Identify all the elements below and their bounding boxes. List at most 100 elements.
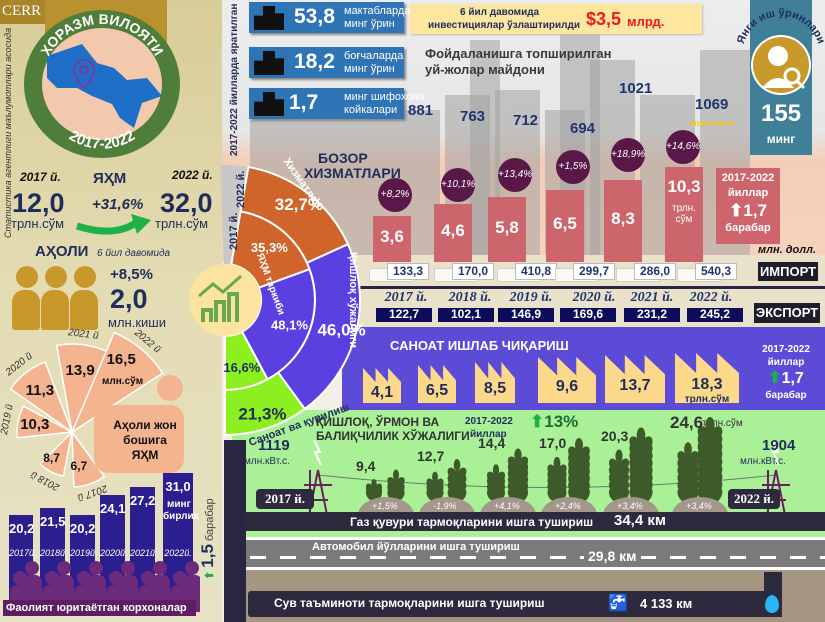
wheat-large-icon-tip (453, 459, 461, 471)
investment-unit: млрд. (627, 14, 665, 29)
created-value: 18,2 (294, 50, 335, 73)
import-value: 133,3 (387, 263, 429, 280)
enterprise-year: 2020й. (100, 548, 128, 558)
water-value: 4 133 км (640, 596, 693, 611)
population-value: 2,0 (110, 284, 148, 314)
created-label-2: минг ўрин (344, 18, 395, 30)
year-label: 2022 й. (689, 290, 733, 305)
agriculture-wheat-chart (304, 417, 790, 531)
pie-label: 16,6% (223, 360, 260, 375)
pie-slice-2022-1 (276, 242, 361, 411)
housing-unit: минг.кв.м (690, 118, 734, 128)
export-value: 102,1 (438, 308, 494, 322)
enterprise-year: 2017й. (9, 548, 37, 558)
market-unit-1: трлн. (672, 203, 696, 214)
agriculture-value: 24,6 (670, 413, 704, 432)
market-summary-box: 2017-2022 йиллар ⬆1,7 барабар (716, 168, 780, 244)
roads-label: Автомобил йўлларини ишга тушириш (312, 541, 520, 553)
per-capita-value: 13,9 (65, 361, 95, 379)
market-value: 6,5 (553, 214, 577, 233)
enterprise-bar: 21,5 2018й. (40, 508, 68, 600)
grp-value-end: 32,0 (160, 188, 213, 218)
import-label: ИМПОРТ (758, 262, 818, 281)
up-arrow-icon: ⬆ (729, 201, 744, 220)
pie-year-strip (220, 165, 249, 265)
market-growth-bubble: +18,9% (611, 138, 645, 172)
wheat-small-icon-grain (608, 458, 620, 473)
housing-title-1: Фойдаланишга топширилган (425, 46, 612, 61)
growth-mound (541, 497, 597, 515)
industry-value: 6,5 (425, 382, 449, 400)
industry-summary-period: 2017-2022 (762, 344, 810, 355)
agriculture-growth-rate: +3,4% (686, 501, 712, 511)
market-growth-bubble: +13,4% (498, 158, 532, 192)
enterprise-year: 2021й. (130, 548, 158, 558)
industry-title: САНОАТ ИШЛАБ ЧИҚАРИШ (390, 338, 569, 353)
market-summary-period-unit: йиллар (727, 187, 769, 199)
created-box: 53,8 мактабларда минг ўрин (249, 2, 410, 33)
jobs-unit: минг (766, 132, 796, 146)
export-label: ЭКСПОРТ (754, 303, 820, 323)
investment-value: $3,5 (586, 9, 622, 29)
population-growth: +8,5% (110, 266, 153, 283)
export-value: 245,2 (687, 308, 743, 322)
agriculture-growth-rate: +1,5% (372, 501, 398, 511)
wheat-small-icon-grain (618, 458, 630, 473)
wheat-large-icon-tip (393, 469, 399, 481)
crowd-person-head (121, 561, 135, 575)
person-body-icon (94, 405, 184, 473)
crowd-person-head (57, 561, 71, 575)
per-capita-unit: млн.сўм (102, 376, 144, 387)
water-label: Сув таъминоти тармоқларини ишга тушириш (274, 596, 545, 610)
wheat-large-icon-grain (456, 467, 467, 481)
per-capita-petal (16, 405, 75, 439)
market-bar: 4,6 (434, 204, 472, 262)
agriculture-unit: трлн.сўм (702, 418, 743, 429)
agriculture-value: 12,7 (417, 448, 445, 464)
market-bar: 3,6 (373, 216, 411, 262)
wheat-large-icon-grain (395, 477, 405, 489)
per-capita-petal (70, 331, 164, 434)
created-label-1: мактабларда (344, 5, 411, 17)
per-capita-title: Аҳоли жон бошига ЯҲМ (113, 418, 177, 462)
person-body (41, 290, 69, 330)
gas-pipe (245, 512, 825, 531)
agriculture-value: 17,0 (539, 435, 567, 451)
housing-value: 1021 (619, 80, 653, 97)
gas-label: Газ қувури тармоқларини ишга тушириш (350, 515, 594, 529)
industry-summary-period-unit: йиллар (767, 357, 805, 368)
crowd-person-head (185, 561, 199, 575)
agriculture-value: 14,4 (478, 435, 506, 451)
market-value: 10,3 (667, 177, 701, 196)
per-capita-petal (39, 429, 74, 478)
cerr-logo: CERR (0, 0, 45, 24)
export-value: 169,6 (560, 308, 616, 322)
electricity-start: 1119 (258, 437, 290, 454)
wheat-small-icon-tip (432, 471, 438, 483)
wheat-large-icon-grain (447, 467, 458, 481)
pie-label: 48,1% (271, 318, 308, 333)
enterprise-value: 21,5 (40, 514, 66, 529)
crowd-person-head (25, 561, 39, 575)
industry-value: 9,6 (555, 377, 579, 395)
agriculture-value: 20,3 (601, 428, 629, 444)
year-label: 2017 й. (384, 290, 428, 305)
pie-label: 32,7% (275, 195, 323, 214)
water-tap-icon: 🚰 (608, 595, 628, 612)
person-head (45, 266, 67, 288)
year-label: 2020 й. (572, 290, 616, 305)
market-summary-multiple: 1,7 (743, 201, 767, 220)
export-value: 122,7 (376, 308, 432, 322)
enterprise-value: 20,2 (70, 521, 96, 536)
population-period: 6 йил давомида (97, 248, 171, 259)
growth-mound (603, 497, 659, 515)
import-value: 170,0 (452, 263, 494, 280)
market-value: 4,6 (441, 221, 465, 240)
pie-category-label: Қишлоқ хўжалиги (347, 252, 359, 348)
agriculture-growth-rate: +2,4% (555, 501, 581, 511)
industry-value: 8,5 (483, 380, 507, 398)
pie-ring-label: 2022 й. (235, 171, 247, 208)
created-value: 1,7 (289, 91, 319, 114)
enterprise-year: 2019й. (70, 548, 98, 558)
